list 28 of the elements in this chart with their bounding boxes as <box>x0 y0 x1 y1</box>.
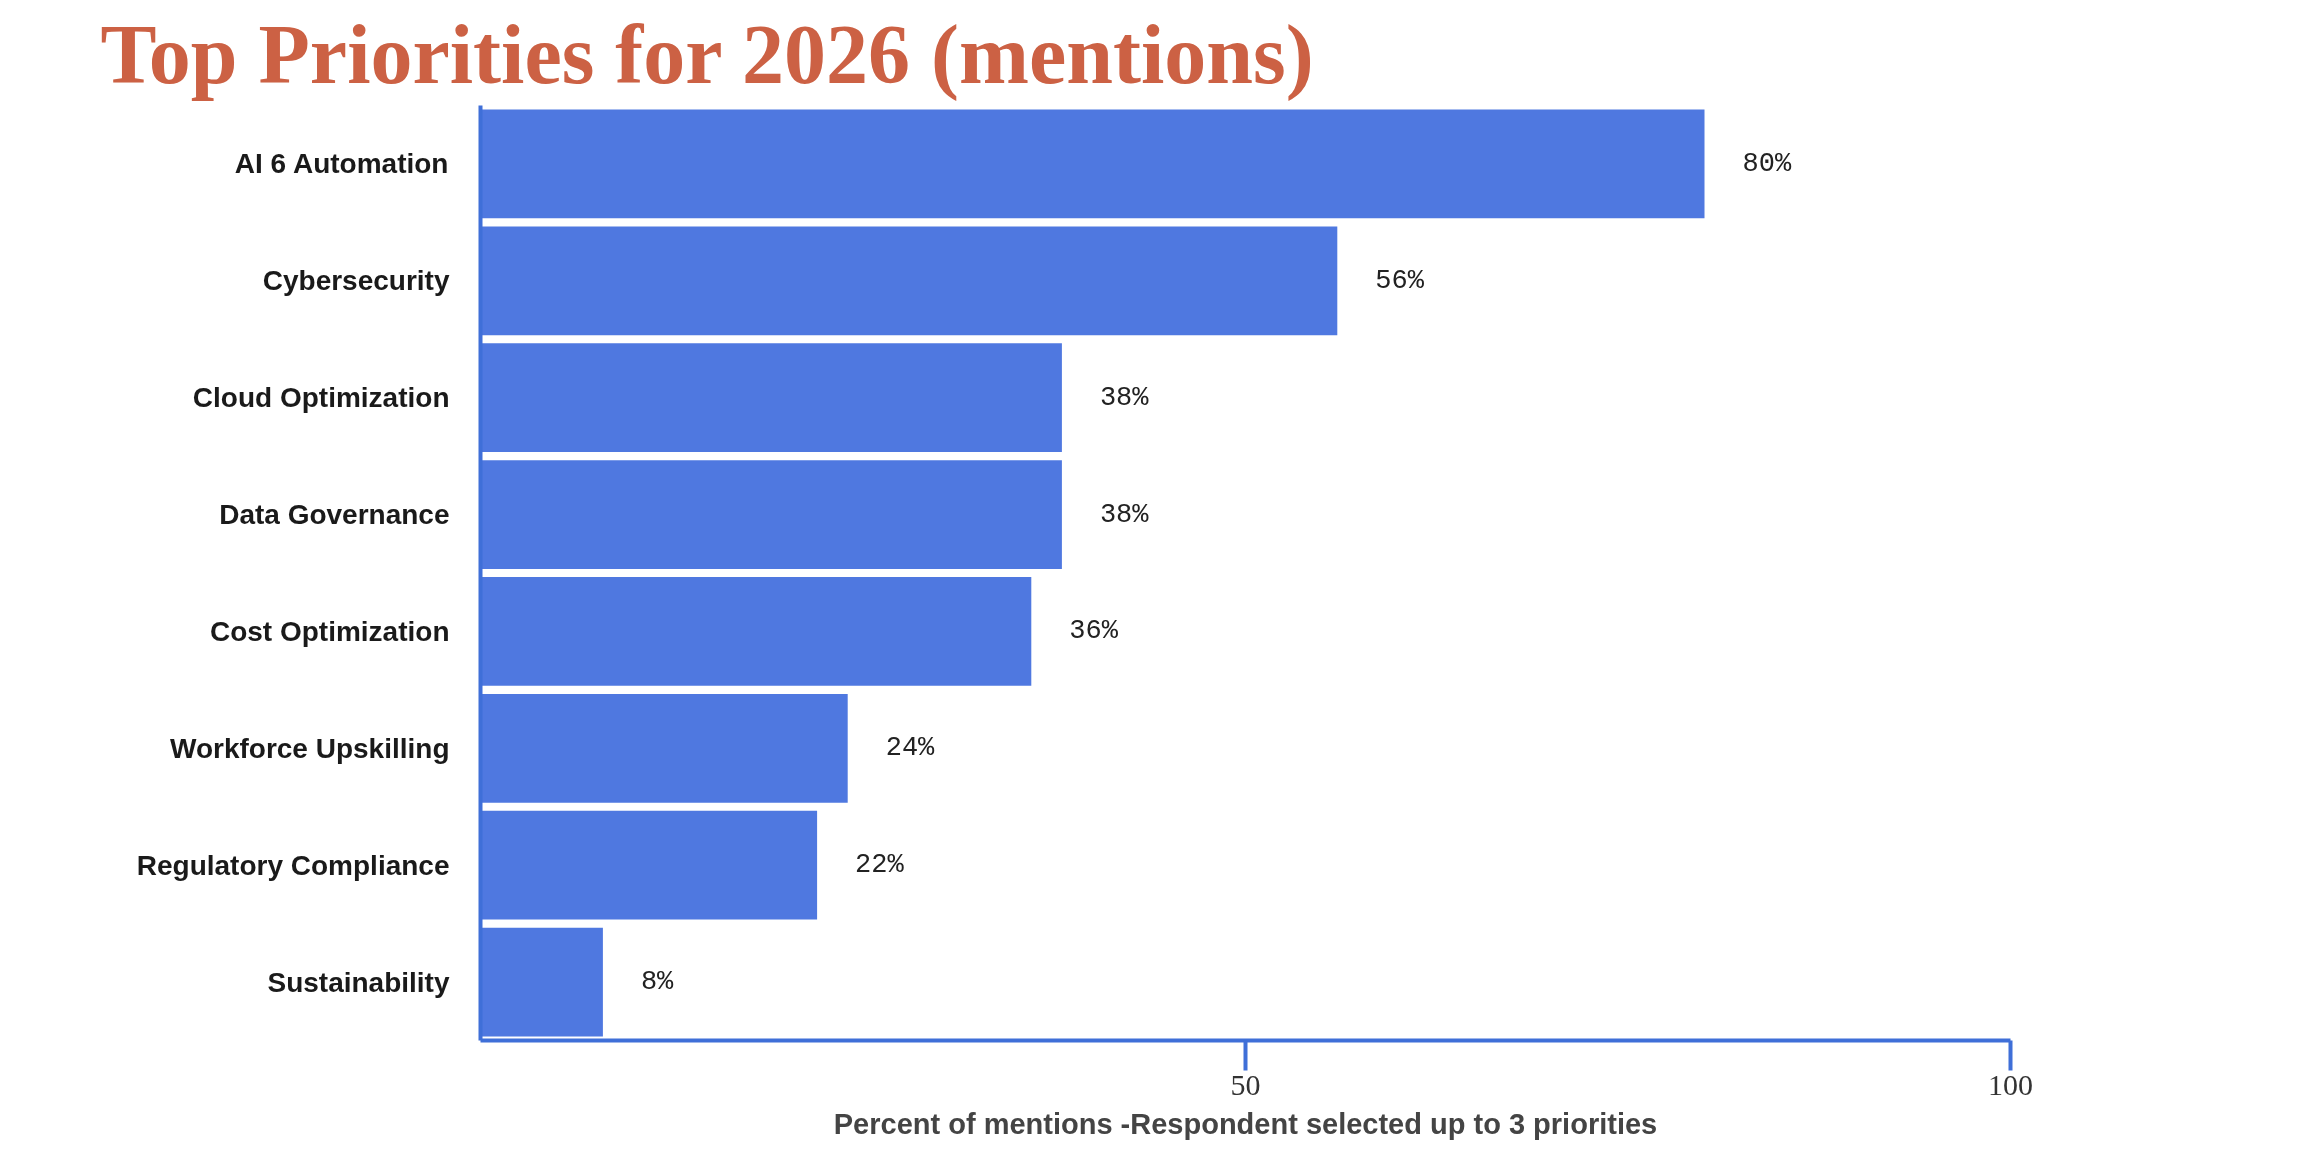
data-label: 38% <box>1099 499 1150 530</box>
y-tick-label: Sustainability <box>267 966 450 998</box>
bar <box>480 109 1705 219</box>
bar <box>480 693 848 803</box>
data-label: 80% <box>1742 148 1792 179</box>
x-tick-label: 50 <box>1230 1067 1261 1101</box>
data-label: 36% <box>1069 616 1119 647</box>
y-tick-label: Cybersecurity <box>262 265 450 297</box>
bar <box>480 343 1062 453</box>
y-tick-label: Regulatory Compliance <box>136 849 450 881</box>
y-tick-label: AI 6 Automation <box>234 148 449 180</box>
chart-title: Top Priorities for 2026 (mentions) <box>100 7 1314 102</box>
x-axis-title: Percent of mentions -Respondent selected up to 3 priorities <box>833 1107 1658 1140</box>
data-label: 22% <box>855 850 905 881</box>
bar <box>480 577 1032 686</box>
y-tick-label: Cost Optimization <box>209 615 450 647</box>
data-label: 24% <box>885 733 936 764</box>
data-label: 56% <box>1375 265 1425 296</box>
y-tick-label: Cloud Optimization <box>192 382 450 414</box>
bar <box>480 226 1338 336</box>
y-tick-label: Workforce Upskilling <box>169 732 450 764</box>
data-label: 38% <box>1099 382 1150 413</box>
bar <box>480 460 1062 569</box>
y-tick-label: Data Governance <box>219 499 450 531</box>
bar <box>480 927 603 1037</box>
data-label: 8% <box>640 967 675 998</box>
x-tick-label: 100 <box>1988 1067 2033 1101</box>
bar <box>480 810 818 920</box>
